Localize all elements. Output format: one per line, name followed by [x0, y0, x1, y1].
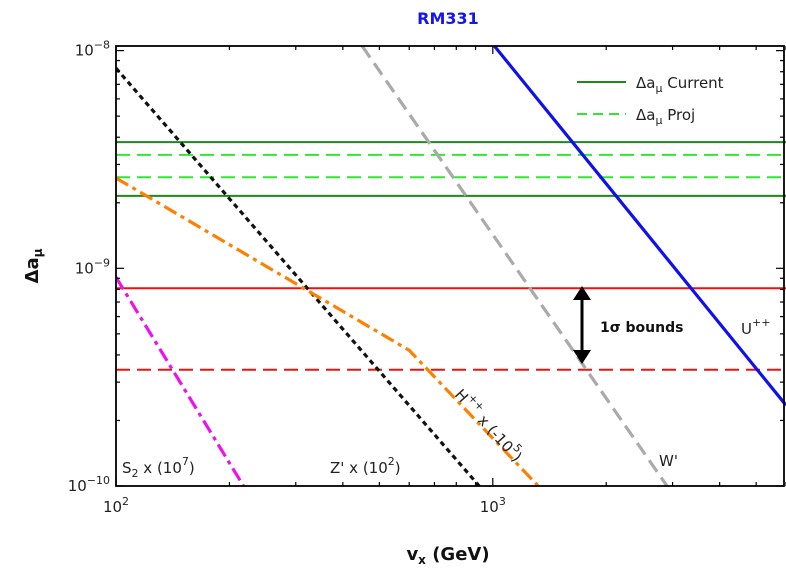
series-line-0 — [493, 46, 786, 407]
axis-ticks: 102 103 10−10 10−9 10−8 — [68, 39, 786, 516]
series-line-2 — [116, 67, 481, 486]
sigma-label: 1σ bounds — [600, 320, 683, 336]
label-s: S2 x (107) — [122, 455, 195, 480]
y-axis-label: Δaμ — [22, 248, 45, 283]
y-tick-label: 10−10 — [68, 474, 110, 495]
label-u: U++ — [741, 316, 770, 338]
y-tick-label: 10−9 — [75, 256, 110, 277]
series-line-3 — [116, 176, 540, 486]
series-lines — [116, 46, 786, 486]
legend-label-proj: Δaμ Proj — [636, 106, 695, 127]
y-tick-label: 10−8 — [75, 39, 110, 60]
x-tick-label: 102 — [103, 495, 129, 516]
series-line-1 — [360, 46, 669, 486]
plot-frame — [115, 45, 785, 487]
legend-label-current: Δaμ Current — [636, 74, 724, 95]
x-axis-label: vx (GeV) — [406, 544, 489, 567]
label-h: H++ x (-105) — [451, 383, 528, 466]
sigma-arrow — [573, 286, 591, 364]
legend: Δaμ Current Δaμ Proj — [577, 74, 724, 127]
series-line-4 — [116, 276, 245, 486]
reference-lines — [116, 141, 786, 371]
label-w: W' — [659, 452, 678, 470]
chart-title: RM331 — [417, 9, 479, 28]
label-z: Z' x (102) — [330, 455, 401, 477]
x-tick-label: 103 — [480, 495, 506, 516]
